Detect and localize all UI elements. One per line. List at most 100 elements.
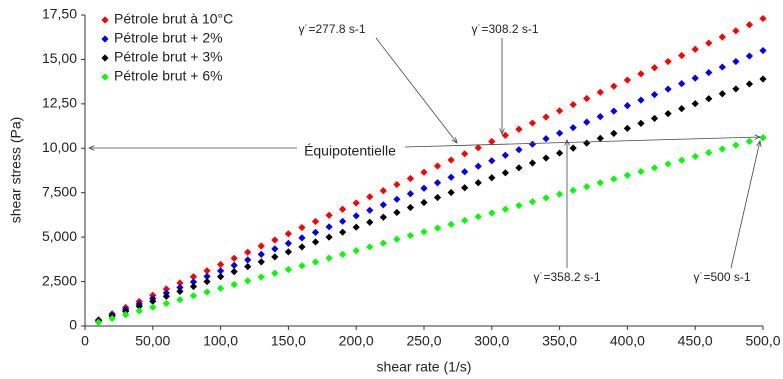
point bbox=[217, 272, 225, 281]
point bbox=[528, 198, 537, 206]
point bbox=[352, 247, 360, 255]
point bbox=[528, 140, 537, 148]
point bbox=[230, 280, 238, 289]
point bbox=[433, 193, 442, 202]
point bbox=[339, 217, 347, 225]
point bbox=[244, 277, 252, 285]
point bbox=[461, 168, 469, 176]
point bbox=[556, 107, 564, 115]
x-tick-label: 0 bbox=[81, 333, 89, 349]
point bbox=[433, 179, 442, 187]
point bbox=[406, 190, 415, 198]
point bbox=[718, 63, 726, 71]
point bbox=[515, 201, 523, 210]
point bbox=[705, 68, 713, 77]
point bbox=[515, 164, 523, 172]
point bbox=[94, 318, 103, 326]
point bbox=[311, 228, 320, 236]
legend-marker bbox=[101, 73, 109, 81]
point bbox=[433, 162, 442, 170]
point bbox=[379, 239, 387, 247]
point bbox=[176, 283, 184, 292]
point bbox=[271, 236, 279, 244]
y-tick-label: 17,50 bbox=[42, 6, 77, 22]
point bbox=[569, 124, 577, 132]
point bbox=[664, 110, 672, 118]
point bbox=[745, 80, 754, 88]
point bbox=[325, 223, 333, 231]
point bbox=[230, 261, 238, 269]
x-tick-label: 350,0 bbox=[542, 333, 577, 349]
point bbox=[244, 248, 252, 256]
point bbox=[732, 57, 740, 66]
x-tick-label: 200,0 bbox=[339, 333, 374, 349]
point bbox=[284, 230, 292, 238]
point bbox=[718, 145, 726, 153]
point bbox=[406, 174, 415, 183]
x-tick-label: 100,0 bbox=[203, 333, 238, 349]
point bbox=[176, 279, 184, 287]
point bbox=[217, 284, 225, 292]
y-tick-label: 2,500 bbox=[42, 272, 77, 288]
x-tick-label: 50,00 bbox=[135, 333, 170, 349]
point bbox=[461, 216, 469, 225]
legend-marker bbox=[101, 35, 109, 43]
point bbox=[352, 212, 360, 220]
point bbox=[745, 52, 754, 60]
point bbox=[678, 105, 686, 113]
annotation: γ˙=277.8 s-1 bbox=[298, 22, 365, 36]
point bbox=[745, 137, 754, 145]
point bbox=[596, 134, 604, 142]
point bbox=[637, 70, 645, 78]
point bbox=[528, 159, 537, 167]
point bbox=[325, 233, 333, 241]
point bbox=[298, 223, 306, 232]
point bbox=[447, 156, 455, 164]
point bbox=[325, 211, 333, 219]
point bbox=[461, 150, 469, 158]
point bbox=[759, 75, 767, 83]
point bbox=[542, 113, 550, 121]
point bbox=[650, 64, 659, 72]
point bbox=[596, 179, 604, 187]
point bbox=[366, 193, 374, 201]
point bbox=[230, 268, 238, 276]
point bbox=[244, 256, 252, 264]
x-tick-label: 400,0 bbox=[610, 333, 645, 349]
point bbox=[623, 102, 631, 110]
point bbox=[501, 131, 509, 139]
point bbox=[542, 135, 550, 143]
point bbox=[311, 258, 320, 266]
point bbox=[542, 154, 550, 162]
legend-marker bbox=[101, 54, 109, 62]
point bbox=[623, 76, 631, 84]
point bbox=[650, 91, 659, 99]
point bbox=[420, 228, 428, 236]
point bbox=[149, 303, 157, 311]
point bbox=[732, 85, 740, 93]
point bbox=[108, 314, 116, 323]
point bbox=[122, 311, 130, 319]
point bbox=[610, 129, 618, 137]
point bbox=[447, 220, 455, 228]
y-tick-label: 15,00 bbox=[42, 50, 77, 66]
annotation: Équipotentielle bbox=[304, 143, 396, 159]
point bbox=[650, 114, 659, 123]
point bbox=[474, 144, 482, 152]
point bbox=[271, 245, 279, 253]
point bbox=[352, 199, 360, 207]
point bbox=[501, 151, 509, 159]
point bbox=[623, 171, 631, 179]
point bbox=[339, 205, 347, 213]
point bbox=[650, 164, 659, 172]
point bbox=[257, 258, 265, 266]
point bbox=[596, 88, 604, 96]
point bbox=[339, 228, 347, 236]
point bbox=[610, 175, 618, 183]
point bbox=[379, 201, 387, 209]
point bbox=[298, 262, 306, 270]
point bbox=[488, 209, 496, 217]
point bbox=[284, 239, 292, 247]
point bbox=[664, 85, 672, 93]
